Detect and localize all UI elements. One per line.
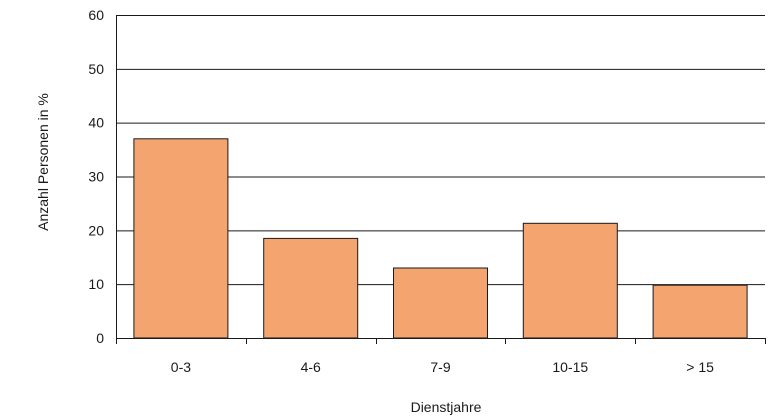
x-tick-label: 10-15 xyxy=(552,359,588,375)
bar xyxy=(133,138,229,339)
x-tick-label: 7-9 xyxy=(430,359,450,375)
y-tick-label: 0 xyxy=(96,330,104,346)
y-axis-title: Anzahl Personen in % xyxy=(35,93,51,231)
x-tick-label: > 15 xyxy=(686,359,714,375)
y-tick-label: 40 xyxy=(88,115,104,131)
x-axis-title: Dienstjahre xyxy=(411,399,482,415)
y-tick-label: 50 xyxy=(88,61,104,77)
y-axis: 0 10 20 30 40 50 60 xyxy=(88,7,117,346)
x-axis: 0-3 4-6 7-9 10-15 > 15 xyxy=(116,338,766,375)
x-tick-label: 4-6 xyxy=(301,359,321,375)
bar xyxy=(522,222,618,339)
y-tick-label: 60 xyxy=(88,7,104,23)
bar xyxy=(263,237,359,339)
bars xyxy=(133,138,748,339)
x-tick-label: 0-3 xyxy=(171,359,191,375)
y-tick-label: 30 xyxy=(88,169,104,185)
bar xyxy=(652,284,748,339)
bar xyxy=(393,267,488,339)
y-tick-label: 10 xyxy=(88,276,104,292)
y-tick-label: 20 xyxy=(88,222,104,238)
